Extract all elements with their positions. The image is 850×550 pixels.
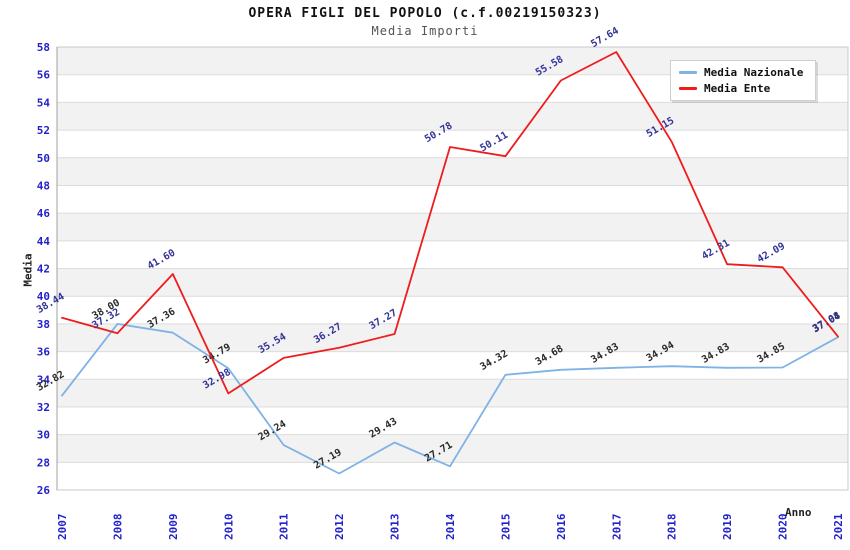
plot-band — [57, 213, 848, 241]
y-tick-label: 36 — [37, 346, 51, 359]
data-label: 57.64 — [589, 26, 621, 51]
y-tick-label: 34 — [37, 373, 51, 386]
x-tick-label: 2013 — [389, 514, 402, 541]
x-tick-label: 2017 — [610, 514, 623, 541]
x-tick-label: 2009 — [167, 514, 180, 541]
y-tick-label: 52 — [37, 124, 50, 137]
series-line-media-ente — [61, 51, 839, 395]
plot-band — [57, 351, 848, 380]
y-tick-label: 30 — [37, 429, 50, 442]
legend-swatch-nazionale-icon — [679, 71, 697, 74]
y-tick-label: 26 — [37, 484, 51, 497]
plot-band — [57, 296, 848, 324]
x-tick-label: 2018 — [666, 514, 679, 541]
plot-band — [57, 323, 848, 352]
x-tick-label: 2015 — [499, 514, 512, 541]
y-tick-label: 48 — [37, 179, 50, 192]
y-tick-label: 46 — [37, 207, 51, 220]
plot-band — [57, 379, 848, 407]
y-tick-label: 42 — [37, 263, 50, 276]
x-tick-label: 2008 — [111, 514, 124, 541]
x-tick-label: 2010 — [222, 514, 235, 541]
series-line-media-nazionale — [61, 322, 839, 475]
x-tick-label: 2020 — [777, 514, 790, 541]
plot-band — [57, 130, 848, 158]
plot-band — [57, 185, 848, 214]
plot-band — [57, 102, 848, 131]
legend-item-media-ente: Media Ente — [671, 82, 815, 95]
plot-band — [57, 157, 848, 186]
x-tick-label: 2012 — [333, 514, 346, 541]
y-axis-title: Media — [21, 253, 35, 287]
y-tick-label: 58 — [37, 41, 50, 54]
legend-item-media-nazionale: Media Nazionale — [671, 66, 815, 79]
x-axis-title: Anno — [785, 506, 812, 519]
y-tick-label: 54 — [37, 96, 51, 109]
y-tick-label: 28 — [37, 456, 50, 469]
plot-band — [57, 406, 848, 435]
chart-title: OPERA FIGLI DEL POPOLO (c.f.00219150323) — [248, 6, 602, 21]
legend: Media Nazionale Media Ente — [670, 60, 816, 101]
legend-label: Media Nazionale — [704, 66, 804, 79]
plot-band — [57, 434, 848, 463]
x-tick-label: 2016 — [555, 513, 568, 540]
x-tick-label: 2011 — [278, 513, 291, 540]
x-tick-label: 2019 — [721, 514, 734, 541]
chart-subtitle: Media Importi — [371, 24, 479, 38]
x-tick-label: 2021 — [832, 513, 845, 540]
x-tick-label: 2007 — [56, 514, 69, 541]
plot-band — [57, 462, 848, 490]
y-tick-label: 40 — [37, 290, 50, 303]
plot-band — [57, 268, 848, 297]
y-tick-label: 32 — [37, 401, 50, 414]
y-tick-label: 50 — [37, 152, 50, 165]
legend-label: Media Ente — [704, 82, 771, 95]
y-tick-label: 38 — [37, 318, 50, 331]
x-tick-label: 2014 — [444, 513, 457, 540]
y-tick-label: 44 — [37, 235, 51, 248]
y-tick-label: 56 — [37, 69, 51, 82]
legend-swatch-ente-icon — [679, 87, 697, 90]
plot-band — [57, 240, 848, 269]
